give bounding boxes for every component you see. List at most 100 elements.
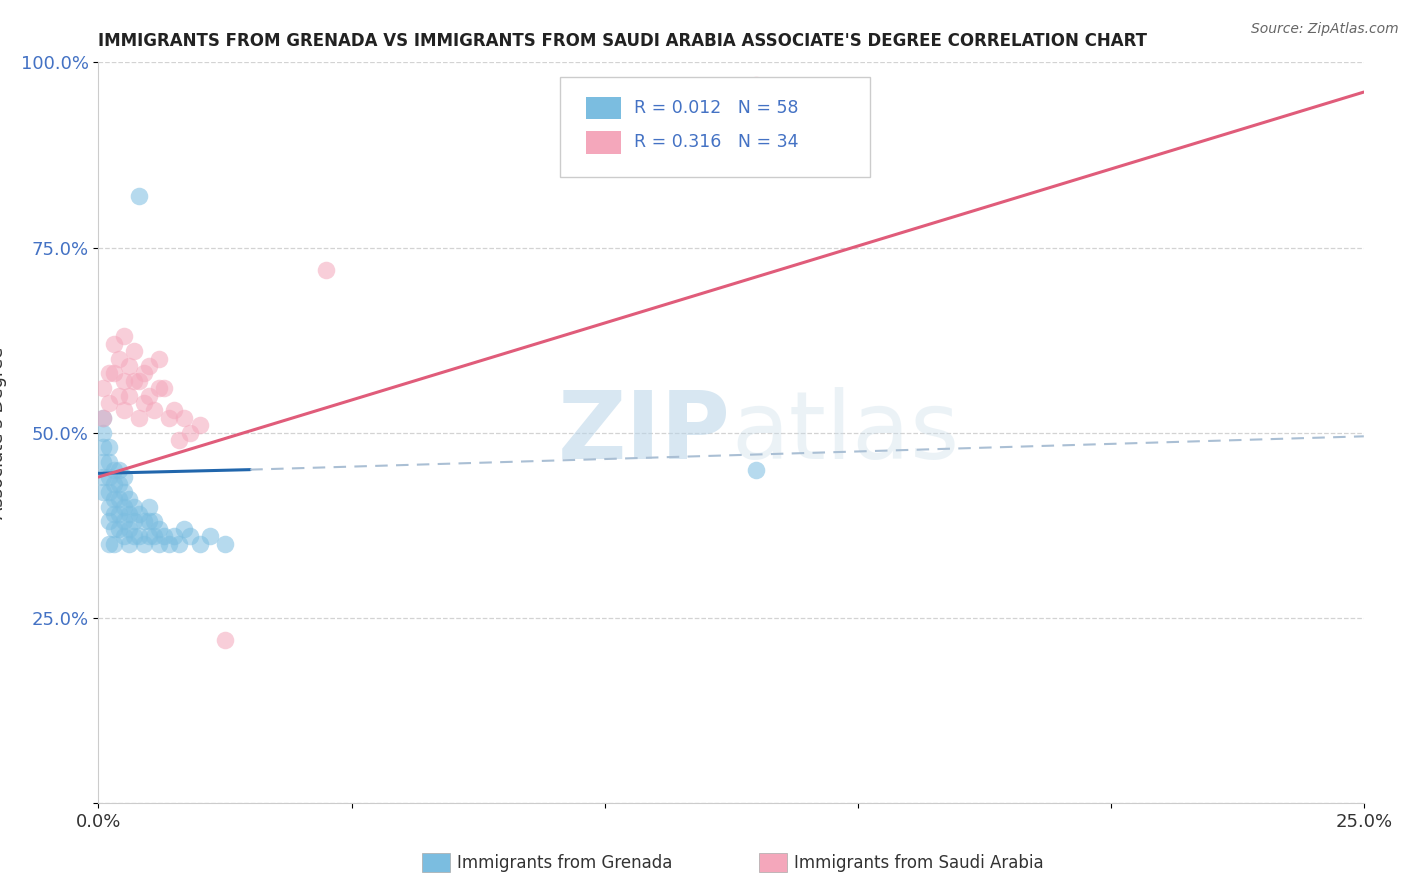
Point [138,529,160,543]
Point [188,418,211,433]
Point [103,462,125,476]
Point [122,515,145,529]
Bar [585,131,621,153]
Point [153,381,176,395]
Point [118,492,141,507]
Y-axis label: Associate's Degree: Associate's Degree [0,346,7,519]
Point [93,455,115,469]
Point [148,381,170,395]
Point [107,462,129,476]
Point [97,396,120,410]
Point [188,536,211,550]
Text: Immigrants from Saudi Arabia: Immigrants from Saudi Arabia [794,854,1045,871]
Point [148,536,170,550]
Point [122,500,145,514]
Point [112,484,135,499]
Point [179,425,201,440]
Point [128,410,150,425]
Point [97,536,120,550]
Point [157,536,180,550]
Point [132,515,155,529]
Point [112,500,135,514]
Point [112,470,135,484]
Point [103,336,125,351]
Point [103,507,125,521]
Point [103,492,125,507]
Text: atlas: atlas [731,386,959,479]
Point [157,410,180,425]
Point [107,388,129,402]
Point [112,403,135,417]
Point [93,381,115,395]
Text: Source: ZipAtlas.com: Source: ZipAtlas.com [1251,22,1399,37]
Point [128,374,150,388]
Point [93,484,115,499]
Point [118,507,141,521]
Point [128,188,150,202]
Point [138,515,160,529]
Point [107,477,129,491]
Point [93,441,115,455]
Text: IMMIGRANTS FROM GRENADA VS IMMIGRANTS FROM SAUDI ARABIA ASSOCIATE'S DEGREE CORRE: IMMIGRANTS FROM GRENADA VS IMMIGRANTS FR… [98,32,1147,50]
Text: Immigrants from Grenada: Immigrants from Grenada [457,854,672,871]
Point [103,367,125,381]
Text: R = 0.012   N = 58: R = 0.012 N = 58 [634,99,799,118]
Point [97,367,120,381]
Point [169,433,191,447]
Point [118,522,141,536]
Point [138,388,160,402]
Text: R = 0.316   N = 34: R = 0.316 N = 34 [634,134,799,152]
Point [118,388,141,402]
Point [138,500,160,514]
Point [315,262,337,277]
Point [745,78,768,92]
Point [153,529,176,543]
Point [148,522,170,536]
Point [163,529,186,543]
Point [97,515,120,529]
Point [107,351,129,366]
Point [143,403,166,417]
Point [143,515,166,529]
Point [97,441,120,455]
Point [103,477,125,491]
Point [93,410,115,425]
Point [163,403,186,417]
Bar [585,97,621,120]
Point [143,529,166,543]
Point [107,522,129,536]
Point [138,359,160,373]
Point [198,529,221,543]
Point [122,529,145,543]
Point [173,410,195,425]
Point [118,536,141,550]
Point [103,522,125,536]
Point [112,374,135,388]
Point [128,529,150,543]
Point [128,507,150,521]
Point [169,536,191,550]
Point [103,536,125,550]
Point [179,529,201,543]
Point [148,351,170,366]
Point [118,359,141,373]
Point [97,484,120,499]
Point [93,470,115,484]
Point [122,344,145,359]
Point [132,536,155,550]
Point [214,536,236,550]
Point [107,492,129,507]
FancyBboxPatch shape [560,78,870,178]
Point [112,329,135,343]
Point [107,507,129,521]
Point [122,374,145,388]
Point [132,396,155,410]
Point [745,462,768,476]
Point [93,425,115,440]
Point [173,522,195,536]
Point [93,410,115,425]
Point [97,455,120,469]
Text: ZIP: ZIP [558,386,731,479]
Point [97,500,120,514]
Point [132,367,155,381]
